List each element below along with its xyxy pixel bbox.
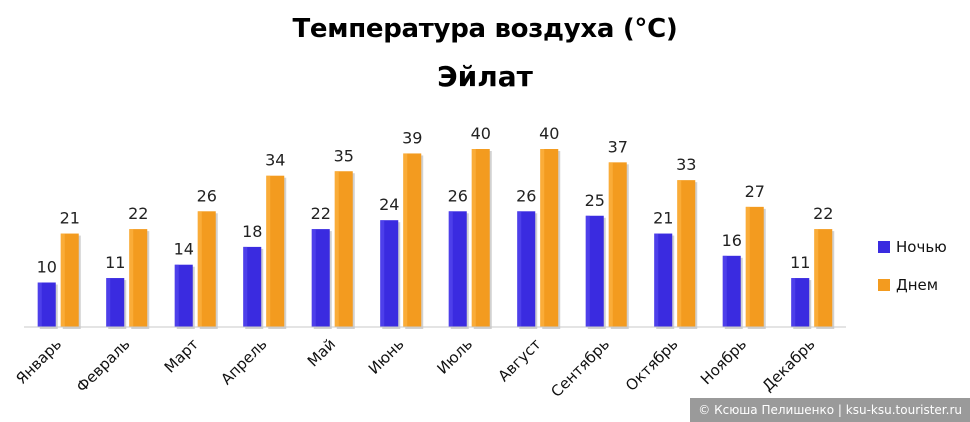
value-label-day-9: 37	[608, 137, 628, 156]
bar-highlight-day-7	[471, 149, 476, 327]
value-label-day-7: 40	[471, 124, 491, 143]
x-tick-label-5: Май	[304, 335, 339, 370]
bar-day-4	[266, 175, 285, 327]
bar-night-8	[517, 211, 536, 327]
x-tick-label-10: Октябрь	[622, 335, 682, 395]
bar-highlight-night-11	[722, 255, 727, 327]
x-tick-label-4: Апрель	[217, 335, 270, 388]
x-tick-label-8: Август	[494, 335, 544, 385]
bar-highlight-day-8	[540, 149, 545, 327]
bar-night-1	[37, 282, 56, 327]
bar-highlight-night-2	[106, 278, 111, 327]
value-label-night-3: 14	[174, 240, 194, 259]
bar-night-9	[585, 215, 604, 327]
x-tick-label-9: Сентябрь	[547, 335, 613, 401]
bar-highlight-night-12	[791, 278, 796, 327]
value-label-night-1: 10	[37, 258, 57, 277]
bar-day-10	[677, 180, 696, 327]
bar-night-12	[791, 278, 810, 327]
value-label-day-10: 33	[676, 155, 696, 174]
value-label-day-3: 26	[197, 186, 217, 205]
bar-highlight-day-4	[266, 175, 271, 327]
value-label-night-12: 11	[790, 253, 810, 272]
x-tick-label-12: Декабрь	[759, 335, 819, 395]
value-labels-layer: 10 21 11 22 14 26 18 34 22 35 24 39 26 40 26 40 25 37 21 33…	[37, 124, 834, 277]
value-label-day-1: 21	[60, 209, 80, 228]
watermark: © Ксюша Пелишенко | ksu-ksu.tourister.ru	[690, 398, 970, 422]
legend-item-day: Днем	[878, 274, 947, 296]
bar-highlight-night-4	[243, 246, 248, 327]
value-label-day-4: 34	[265, 151, 285, 170]
x-tick-label-2: Февраль	[73, 335, 134, 396]
bar-highlight-day-11	[745, 206, 750, 327]
bar-highlight-night-8	[517, 211, 522, 327]
bar-highlight-night-1	[37, 282, 42, 327]
legend-label-day: Днем	[896, 276, 939, 294]
bar-highlight-day-9	[608, 162, 613, 327]
bar-day-1	[60, 233, 79, 327]
value-label-day-11: 27	[745, 182, 765, 201]
bar-highlight-day-6	[403, 153, 408, 327]
bar-highlight-night-10	[654, 233, 659, 327]
legend-swatch-day	[878, 279, 890, 291]
value-label-day-5: 35	[334, 146, 354, 165]
bar-highlight-night-5	[311, 229, 316, 327]
bar-night-3	[174, 264, 193, 327]
bar-highlight-day-5	[334, 171, 339, 327]
bar-day-12	[814, 229, 833, 327]
bar-night-11	[722, 255, 741, 327]
bar-highlight-day-12	[814, 229, 819, 327]
bar-night-10	[654, 233, 673, 327]
bar-highlight-day-1	[60, 233, 65, 327]
value-label-day-8: 40	[539, 124, 559, 143]
bars-layer	[37, 149, 835, 329]
bar-highlight-day-2	[129, 229, 134, 327]
value-label-night-11: 16	[722, 231, 742, 250]
value-label-night-9: 25	[585, 191, 605, 210]
bar-night-4	[243, 246, 262, 327]
value-label-day-6: 39	[402, 128, 422, 147]
bar-day-6	[403, 153, 422, 327]
bar-day-9	[608, 162, 627, 327]
x-tick-label-7: Июль	[433, 335, 476, 378]
bar-highlight-day-10	[677, 180, 682, 327]
legend-swatch-night	[878, 241, 890, 253]
x-tick-labels-layer: Январь Февраль Март Апрель Май Июнь Июль Август…	[12, 335, 818, 401]
bar-day-11	[745, 206, 764, 327]
legend-label-night: Ночью	[896, 238, 947, 256]
bar-night-6	[380, 220, 399, 327]
legend-item-night: Ночью	[878, 236, 947, 258]
x-tick-label-6: Июнь	[365, 335, 408, 378]
bar-highlight-night-9	[585, 215, 590, 327]
value-label-night-4: 18	[242, 222, 262, 241]
value-label-night-6: 24	[379, 195, 399, 214]
value-label-night-2: 11	[105, 253, 125, 272]
bar-day-8	[540, 149, 559, 327]
x-tick-label-11: Ноябрь	[697, 335, 750, 388]
bar-night-7	[448, 211, 467, 327]
bar-day-7	[471, 149, 490, 327]
bar-highlight-night-3	[174, 264, 179, 327]
value-label-night-7: 26	[448, 186, 468, 205]
chart-subtitle: Эйлат	[437, 60, 533, 93]
legend: Ночью Днем	[878, 236, 947, 312]
value-label-day-12: 22	[813, 204, 833, 223]
bar-day-2	[129, 229, 148, 327]
bar-highlight-night-6	[380, 220, 385, 327]
bar-highlight-night-7	[448, 211, 453, 327]
bar-night-2	[106, 278, 125, 327]
bar-day-3	[197, 211, 216, 327]
x-tick-label-3: Март	[161, 335, 202, 376]
value-label-night-5: 22	[311, 204, 331, 223]
value-label-night-10: 21	[653, 209, 673, 228]
chart-title: Температура воздуха (°С)	[292, 14, 678, 44]
x-tick-label-1: Январь	[12, 335, 65, 388]
value-label-day-2: 22	[128, 204, 148, 223]
bar-night-5	[311, 229, 330, 327]
value-label-night-8: 26	[516, 186, 536, 205]
bar-day-5	[334, 171, 353, 327]
bar-highlight-day-3	[197, 211, 202, 327]
